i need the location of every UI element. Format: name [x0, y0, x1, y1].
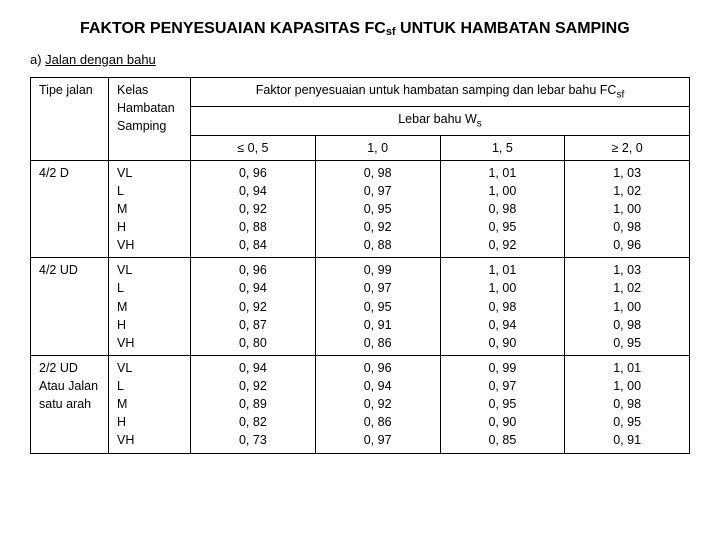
title-sub: sf: [386, 26, 396, 38]
adjustment-table: Tipe jalan Kelas Hambatan Samping Faktor…: [30, 77, 690, 454]
table-row: 2/2 UD Atau Jalan satu arahVLLMHVH0, 940…: [31, 355, 690, 453]
th-c1: ≤ 0, 5: [191, 135, 316, 160]
cell-tipe: 4/2 UD: [31, 258, 109, 356]
cell-tipe: 4/2 D: [31, 160, 109, 258]
table-row: 4/2 DVLLMHVH0, 960, 940, 920, 880, 840, …: [31, 160, 690, 258]
th-lebar: Lebar bahu Ws: [191, 106, 690, 135]
th-tipe: Tipe jalan: [31, 77, 109, 160]
subhead-text: Jalan dengan bahu: [45, 52, 156, 67]
page-title: FAKTOR PENYESUAIAN KAPASITAS FCsf UNTUK …: [80, 18, 690, 40]
cell-value: 0, 990, 970, 950, 910, 86: [315, 258, 440, 356]
cell-value: 0, 990, 970, 950, 900, 85: [440, 355, 565, 453]
cell-tipe: 2/2 UD Atau Jalan satu arah: [31, 355, 109, 453]
cell-value: 0, 940, 920, 890, 820, 73: [191, 355, 316, 453]
title-part2: UNTUK HAMBATAN SAMPING: [396, 20, 630, 37]
th-c2: 1, 0: [315, 135, 440, 160]
cell-kelas: VLLMHVH: [109, 160, 191, 258]
subhead-prefix: a): [30, 52, 45, 67]
th-c4: ≥ 2, 0: [565, 135, 690, 160]
cell-kelas: VLLMHVH: [109, 355, 191, 453]
cell-value: 1, 011, 000, 980, 950, 92: [440, 160, 565, 258]
cell-value: 0, 980, 970, 950, 920, 88: [315, 160, 440, 258]
cell-value: 1, 031, 021, 000, 980, 96: [565, 160, 690, 258]
title-part1: FAKTOR PENYESUAIAN KAPASITAS FC: [80, 20, 386, 37]
th-c3: 1, 5: [440, 135, 565, 160]
cell-value: 1, 011, 000, 980, 950, 91: [565, 355, 690, 453]
th-main-a: Faktor penyesuaian untuk hambatan sampin…: [256, 83, 617, 97]
th-kelas: Kelas Hambatan Samping: [109, 77, 191, 160]
table-row: 4/2 UDVLLMHVH0, 960, 940, 920, 870, 800,…: [31, 258, 690, 356]
cell-kelas: VLLMHVH: [109, 258, 191, 356]
cell-value: 0, 960, 940, 920, 870, 80: [191, 258, 316, 356]
th-main-sub: sf: [616, 89, 624, 100]
th-lebar-sub: s: [477, 118, 482, 129]
cell-value: 1, 011, 000, 980, 940, 90: [440, 258, 565, 356]
th-main: Faktor penyesuaian untuk hambatan sampin…: [191, 77, 690, 106]
th-lebar-a: Lebar bahu W: [398, 112, 477, 126]
cell-value: 0, 960, 940, 920, 880, 84: [191, 160, 316, 258]
cell-value: 1, 031, 021, 000, 980, 95: [565, 258, 690, 356]
section-subhead: a) Jalan dengan bahu: [30, 52, 690, 67]
cell-value: 0, 960, 940, 920, 860, 97: [315, 355, 440, 453]
